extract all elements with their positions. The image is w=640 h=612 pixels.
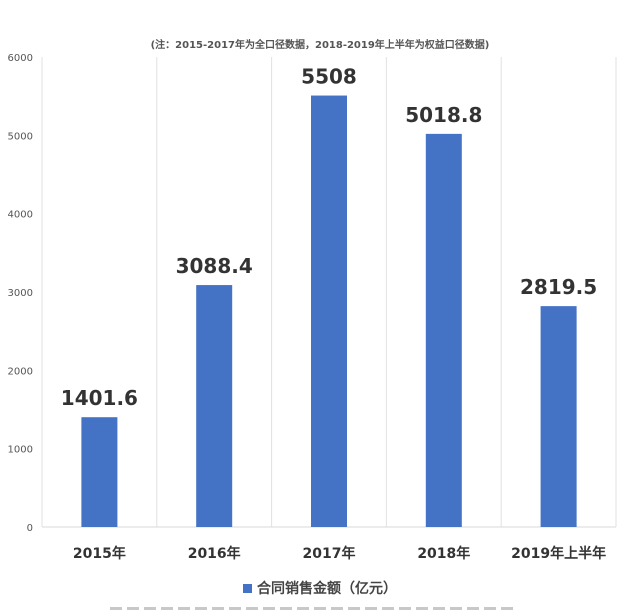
y-tick-label: 6000 bbox=[8, 53, 33, 64]
data-label: 5508 bbox=[301, 65, 357, 89]
bar bbox=[425, 133, 462, 528]
bar bbox=[311, 95, 347, 527]
data-label: 2819.5 bbox=[520, 275, 597, 299]
data-label: 3088.4 bbox=[176, 254, 253, 278]
y-tick-label: 4000 bbox=[8, 210, 33, 221]
decorative-dashes bbox=[110, 607, 515, 610]
x-tick-label: 2018年 bbox=[417, 545, 470, 562]
chart-note: (注：2015-2017年为全口径数据，2018-2019年上半年为权益口径数据… bbox=[150, 40, 490, 51]
y-tick-label: 3000 bbox=[8, 288, 33, 299]
x-tick-label: 2015年 bbox=[73, 545, 126, 562]
y-tick-label: 1000 bbox=[8, 445, 33, 456]
x-tick-label: 2019年上半年 bbox=[511, 545, 606, 562]
y-tick-label: 5000 bbox=[8, 131, 33, 142]
bar bbox=[196, 285, 233, 527]
y-tick-label: 2000 bbox=[8, 366, 33, 377]
x-tick-label: 2017年 bbox=[303, 545, 356, 562]
legend: 合同销售金额（亿元） bbox=[0, 578, 640, 598]
data-label: 5018.8 bbox=[405, 103, 482, 127]
data-label: 1401.6 bbox=[61, 386, 138, 410]
y-tick-label: 0 bbox=[27, 523, 33, 534]
legend-swatch bbox=[243, 584, 252, 593]
legend-label: 合同销售金额（亿元） bbox=[257, 581, 397, 597]
x-tick-label: 2016年 bbox=[188, 545, 241, 562]
bar bbox=[540, 306, 577, 527]
bar bbox=[81, 417, 118, 527]
